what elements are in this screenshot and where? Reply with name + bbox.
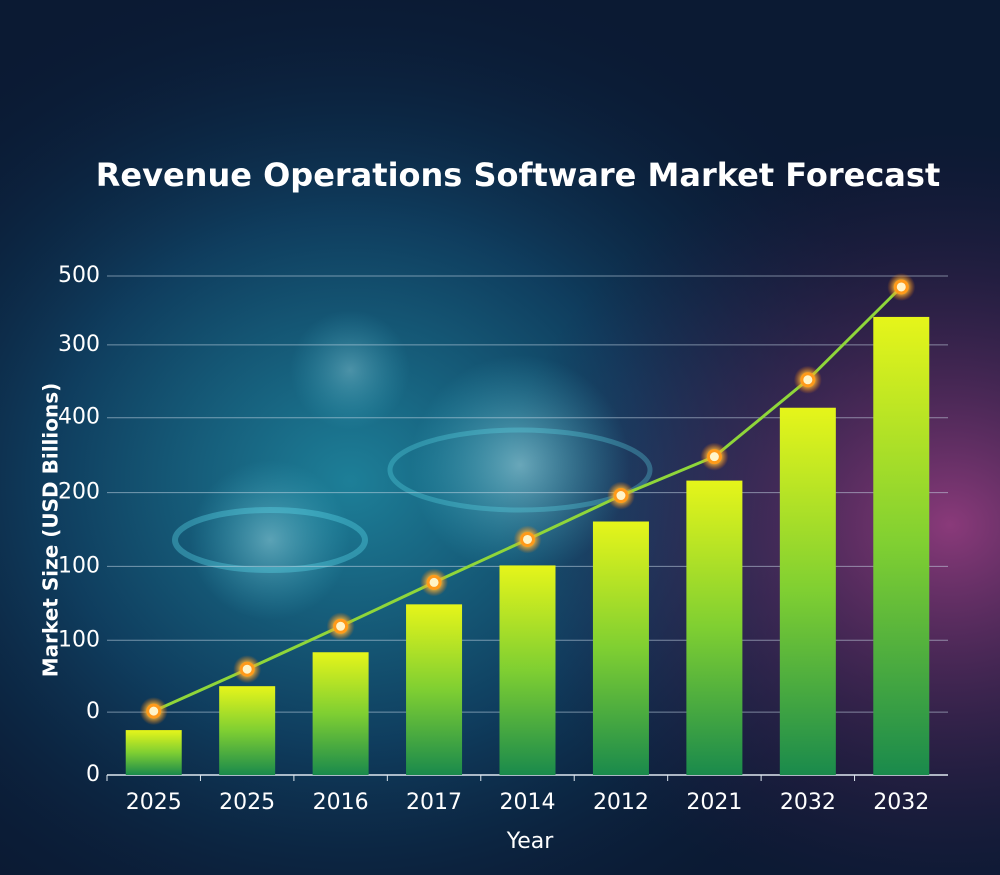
chart-title: Revenue Operations Software Market Forec… — [96, 156, 940, 194]
y-tick-label: 0 — [86, 762, 100, 787]
marker — [426, 574, 442, 590]
x-tick-label: 2025 — [126, 790, 182, 815]
bar — [592, 521, 649, 775]
y-axis-label: Market Size (USD Billions) — [39, 383, 63, 678]
marker — [239, 661, 255, 677]
decor-glow — [410, 355, 630, 575]
x-tick-label: 2025 — [219, 790, 275, 815]
x-tick-label: 2017 — [406, 790, 462, 815]
y-tick-label: 500 — [58, 263, 100, 288]
marker — [800, 372, 816, 388]
y-tick-label: 100 — [58, 553, 100, 578]
x-tick-label: 2014 — [500, 790, 556, 815]
marker — [893, 279, 909, 295]
x-tick-label: 2032 — [780, 790, 836, 815]
bar — [499, 565, 556, 775]
bar — [312, 652, 369, 775]
y-tick-label: 200 — [58, 480, 100, 505]
x-tick-label: 2016 — [313, 790, 369, 815]
bar — [873, 316, 930, 775]
plot-area: 0 0 100 100 200 400 300 500 2025 2025 2016 2017 2014… — [58, 263, 948, 815]
marker — [333, 618, 349, 634]
decor-glow — [190, 460, 350, 620]
x-tick-label: 2012 — [593, 790, 649, 815]
bar — [219, 686, 276, 775]
bar — [125, 730, 182, 775]
bar — [686, 480, 743, 775]
decor-ring — [387, 427, 653, 513]
decor-glow — [290, 310, 410, 430]
y-tick-label: 0 — [86, 699, 100, 724]
bar — [779, 407, 836, 775]
marker — [520, 531, 535, 547]
x-axis-label: Year — [506, 829, 555, 854]
marker — [146, 703, 162, 719]
marker — [706, 449, 722, 465]
y-tick-label: 100 — [58, 627, 100, 652]
y-tick-label: 300 — [58, 332, 100, 357]
x-tick-label: 2032 — [873, 790, 929, 815]
bar — [406, 604, 463, 775]
x-tick-label: 2021 — [686, 790, 742, 815]
marker — [613, 488, 629, 504]
y-tick-label: 400 — [58, 405, 100, 430]
decor-ring — [172, 507, 368, 573]
